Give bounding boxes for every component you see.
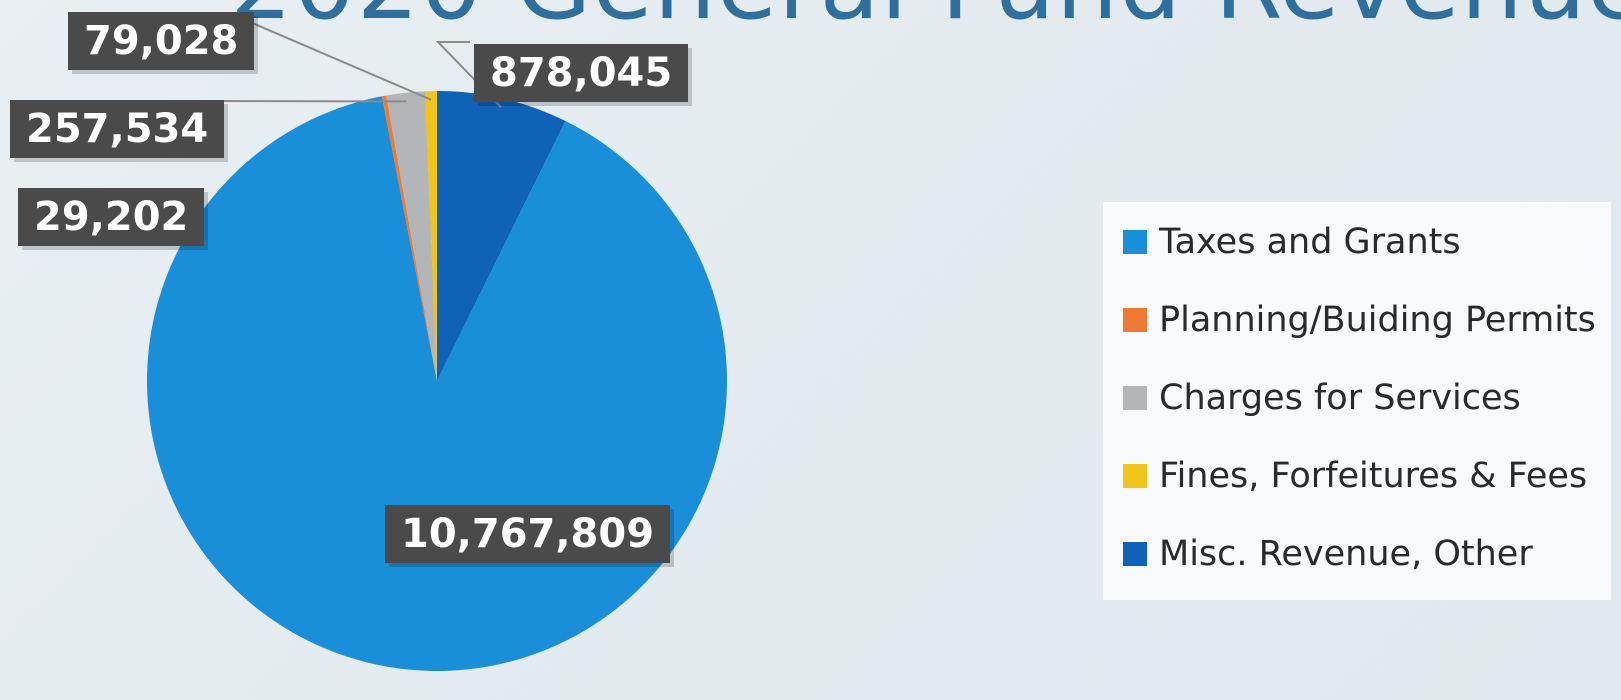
legend-swatch [1123,308,1147,332]
legend-item-fines-forfeitures-fees: Fines, Forfeitures & Fees [1123,456,1587,496]
legend-label: Planning/Buiding Permits [1159,300,1596,340]
pie-slice-fines-forfeitures-fees [425,91,437,381]
legend-item-charges-for-services: Charges for Services [1123,378,1521,418]
data-label-taxes-and-grants: 10,767,809 [385,505,671,563]
data-label-misc-revenue: 878,045 [474,44,689,102]
legend-label: Charges for Services [1159,378,1521,418]
pie-slice-planning-building-permits [381,95,437,381]
legend-swatch [1123,542,1147,566]
data-label-charges-for-services: 257,534 [10,100,225,158]
pie-slice-misc-revenue-other [437,91,566,381]
legend-label: Misc. Revenue, Other [1159,534,1533,574]
legend-item-misc-revenue-other: Misc. Revenue, Other [1123,534,1533,574]
chart-title: 2020 General Fund Revenue [230,0,1621,42]
legend-label: Fines, Forfeitures & Fees [1159,456,1588,496]
legend-label: Taxes and Grants [1159,222,1461,262]
legend-item-taxes-and-grants: Taxes and Grants [1123,222,1461,262]
legend-swatch [1123,464,1147,488]
data-label-planning-building-permits: 29,202 [18,188,205,246]
legend-swatch [1123,386,1147,410]
legend-swatch [1123,230,1147,254]
pie-slice-charges-for-services [386,91,437,381]
legend-item-planning-building-permits: Planning/Buiding Permits [1123,300,1596,340]
data-label-fines-forfeitures-fees: 79,028 [68,12,255,70]
chart-legend: Taxes and Grants Planning/Buiding Permit… [1103,202,1611,600]
